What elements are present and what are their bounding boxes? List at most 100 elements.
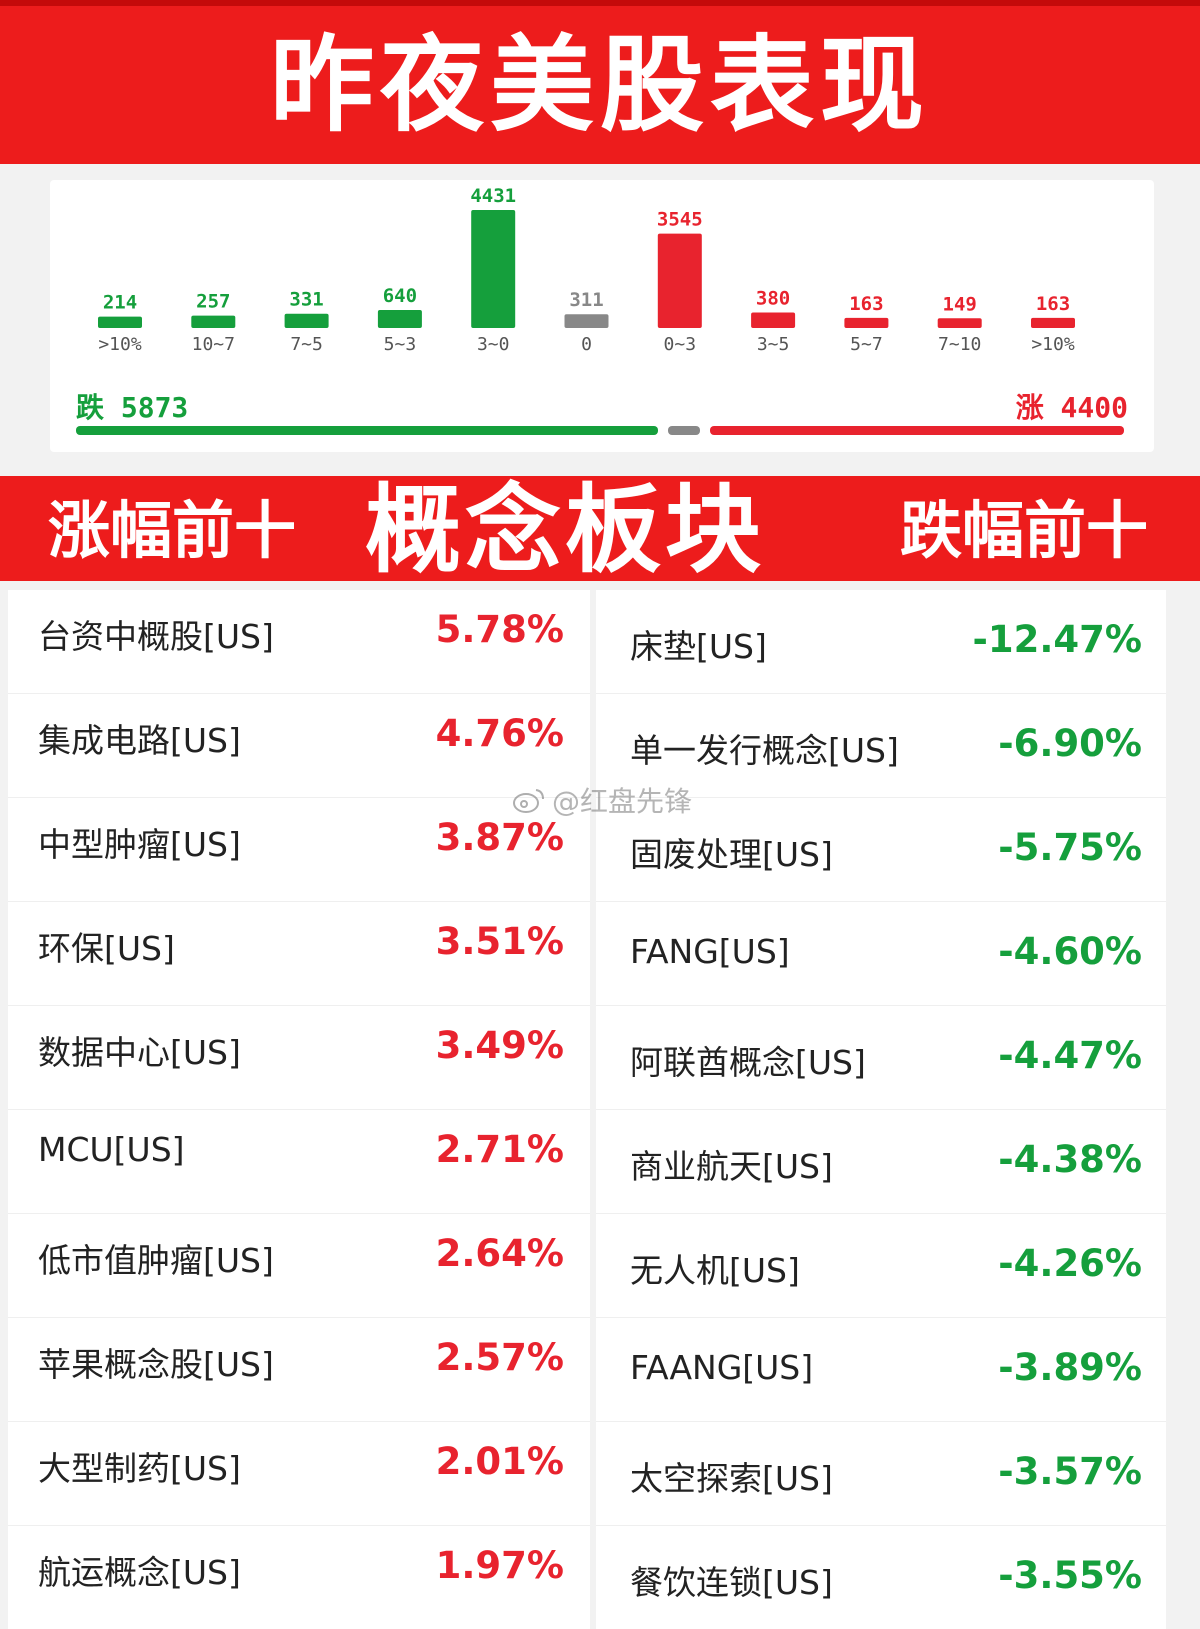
distribution-bar	[564, 314, 609, 328]
list-item[interactable]: FANG[US] -4.60%	[596, 902, 1166, 1006]
bar-value-label: 149	[943, 293, 977, 315]
concept-name: 台资中概股[US]	[38, 617, 274, 656]
concept-name: 航运概念[US]	[38, 1553, 241, 1592]
bar-value-label: 4431	[470, 185, 516, 207]
distribution-bar	[751, 312, 796, 328]
concept-name: 太空探索[US]	[630, 1459, 833, 1498]
bar-category-label: >10%	[98, 334, 142, 355]
bar-category-label: 10~7	[192, 334, 235, 355]
bar-value-label: 640	[383, 285, 417, 307]
list-item[interactable]: 苹果概念股[US] 2.57%	[8, 1318, 590, 1422]
concept-name: 商业航天[US]	[630, 1147, 833, 1186]
list-item[interactable]: 餐饮连锁[US] -3.55%	[596, 1526, 1166, 1629]
concept-name: FAANG[US]	[630, 1348, 814, 1387]
bar-category-label: >10%	[1031, 334, 1075, 355]
list-item[interactable]: 航运概念[US] 1.97%	[8, 1526, 590, 1629]
bar-category-label: 0~3	[664, 334, 697, 355]
concept-change-pct: 4.76%	[435, 712, 564, 755]
concept-change-pct: 2.64%	[435, 1232, 564, 1275]
concept-name: 低市值肿瘤[US]	[38, 1241, 274, 1280]
top-strip	[0, 0, 1200, 6]
bar-category-label: 0	[581, 334, 592, 355]
list-item[interactable]: MCU[US] 2.71%	[8, 1110, 590, 1214]
list-item[interactable]: 单一发行概念[US] -6.90%	[596, 694, 1166, 798]
advancers-bar	[710, 426, 1124, 435]
unchanged-bar	[668, 426, 700, 435]
gainers-heading: 涨幅前十	[48, 494, 297, 567]
concept-name: 单一发行概念[US]	[630, 731, 899, 770]
concept-name: 餐饮连锁[US]	[630, 1563, 833, 1602]
concept-change-pct: -6.90%	[998, 722, 1142, 765]
bar-category-label: 7~5	[290, 334, 323, 355]
concept-section-header: 涨幅前十 概念板块 跌幅前十	[0, 476, 1200, 581]
list-item[interactable]: 无人机[US] -4.26%	[596, 1214, 1166, 1318]
distribution-panel: 214 >10% 257 10~7 331 7~5 640 5~3 4431 3~0 311 0 354…	[50, 180, 1154, 452]
bar-category-label: 3~5	[757, 334, 790, 355]
concept-name: FANG[US]	[630, 932, 790, 971]
concept-name: 床垫[US]	[630, 627, 767, 666]
list-item[interactable]: 大型制药[US] 2.01%	[8, 1422, 590, 1526]
concept-change-pct: 3.49%	[435, 1024, 564, 1067]
distribution-bar	[844, 317, 889, 328]
bar-value-label: 3545	[657, 209, 703, 231]
concept-name: MCU[US]	[38, 1130, 185, 1169]
concept-change-pct: 2.71%	[435, 1128, 564, 1171]
distribution-bar	[657, 233, 702, 328]
list-item[interactable]: 阿联酋概念[US] -4.47%	[596, 1006, 1166, 1110]
list-item[interactable]: 环保[US] 3.51%	[8, 902, 590, 1006]
bar-value-label: 163	[849, 293, 883, 315]
distribution-bar	[98, 316, 142, 328]
concept-name: 固废处理[US]	[630, 835, 833, 874]
concept-change-pct: 2.57%	[435, 1336, 564, 1379]
concept-change-pct: -4.26%	[998, 1242, 1142, 1285]
list-item[interactable]: 台资中概股[US] 5.78%	[8, 590, 590, 694]
watermark-text: @红盘先锋	[552, 785, 693, 818]
watermark: @红盘先锋	[512, 780, 692, 820]
bar-value-label: 331	[289, 289, 323, 311]
advancers-count: 涨 4400	[1015, 391, 1128, 424]
list-item[interactable]: 集成电路[US] 4.76%	[8, 694, 590, 798]
distribution-bar	[471, 210, 516, 328]
list-item[interactable]: 固废处理[US] -5.75%	[596, 798, 1166, 902]
concept-name: 大型制药[US]	[38, 1449, 241, 1488]
concept-heading: 概念板块	[365, 474, 765, 586]
concept-name: 数据中心[US]	[38, 1033, 241, 1072]
bar-category-label: 7~10	[938, 334, 981, 355]
concept-change-pct: -4.38%	[998, 1138, 1142, 1181]
losers-list: 床垫[US] -12.47% 单一发行概念[US] -6.90% 固废处理[US] -5.…	[596, 590, 1166, 1629]
distribution-bar	[284, 313, 329, 328]
concept-name: 环保[US]	[38, 929, 175, 968]
concept-change-pct: 5.78%	[435, 608, 564, 651]
list-item[interactable]: 中型肿瘤[US] 3.87%	[8, 798, 590, 902]
concept-name: 阿联酋概念[US]	[630, 1043, 866, 1082]
list-item[interactable]: 床垫[US] -12.47%	[596, 590, 1166, 694]
bar-value-label: 163	[1036, 293, 1070, 315]
distribution-bar	[1031, 317, 1075, 328]
concept-name: 苹果概念股[US]	[38, 1345, 274, 1384]
distribution-bar	[937, 318, 982, 328]
distribution-bar	[377, 310, 422, 328]
concept-change-pct: 3.51%	[435, 920, 564, 963]
concept-change-pct: 1.97%	[435, 1544, 564, 1587]
concept-change-pct: -3.89%	[998, 1346, 1142, 1389]
bar-value-label: 380	[756, 288, 790, 310]
concept-change-pct: -3.57%	[998, 1450, 1142, 1493]
gainers-list: 台资中概股[US] 5.78% 集成电路[US] 4.76% 中型肿瘤[US] 3.87%…	[8, 590, 590, 1629]
losers-heading: 跌幅前十	[899, 494, 1148, 567]
list-item[interactable]: 数据中心[US] 3.49%	[8, 1006, 590, 1110]
decliners-bar	[76, 426, 658, 435]
concept-change-pct: -4.60%	[998, 930, 1142, 973]
concept-change-pct: -5.75%	[998, 826, 1142, 869]
concept-change-pct: -12.47%	[972, 618, 1142, 661]
bar-value-label: 257	[196, 291, 230, 313]
distribution-chart: 214 >10% 257 10~7 331 7~5 640 5~3 4431 3~0 311 0 354…	[98, 185, 1075, 355]
concept-name: 中型肿瘤[US]	[38, 825, 241, 864]
list-item[interactable]: FAANG[US] -3.89%	[596, 1318, 1166, 1422]
list-item[interactable]: 太空探索[US] -3.57%	[596, 1422, 1166, 1526]
page-title: 昨夜美股表现	[269, 24, 930, 146]
concept-name: 无人机[US]	[630, 1251, 800, 1290]
list-item[interactable]: 低市值肿瘤[US] 2.64%	[8, 1214, 590, 1318]
list-item[interactable]: 商业航天[US] -4.38%	[596, 1110, 1166, 1214]
bar-category-label: 5~7	[850, 334, 883, 355]
concept-change-pct: 2.01%	[435, 1440, 564, 1483]
